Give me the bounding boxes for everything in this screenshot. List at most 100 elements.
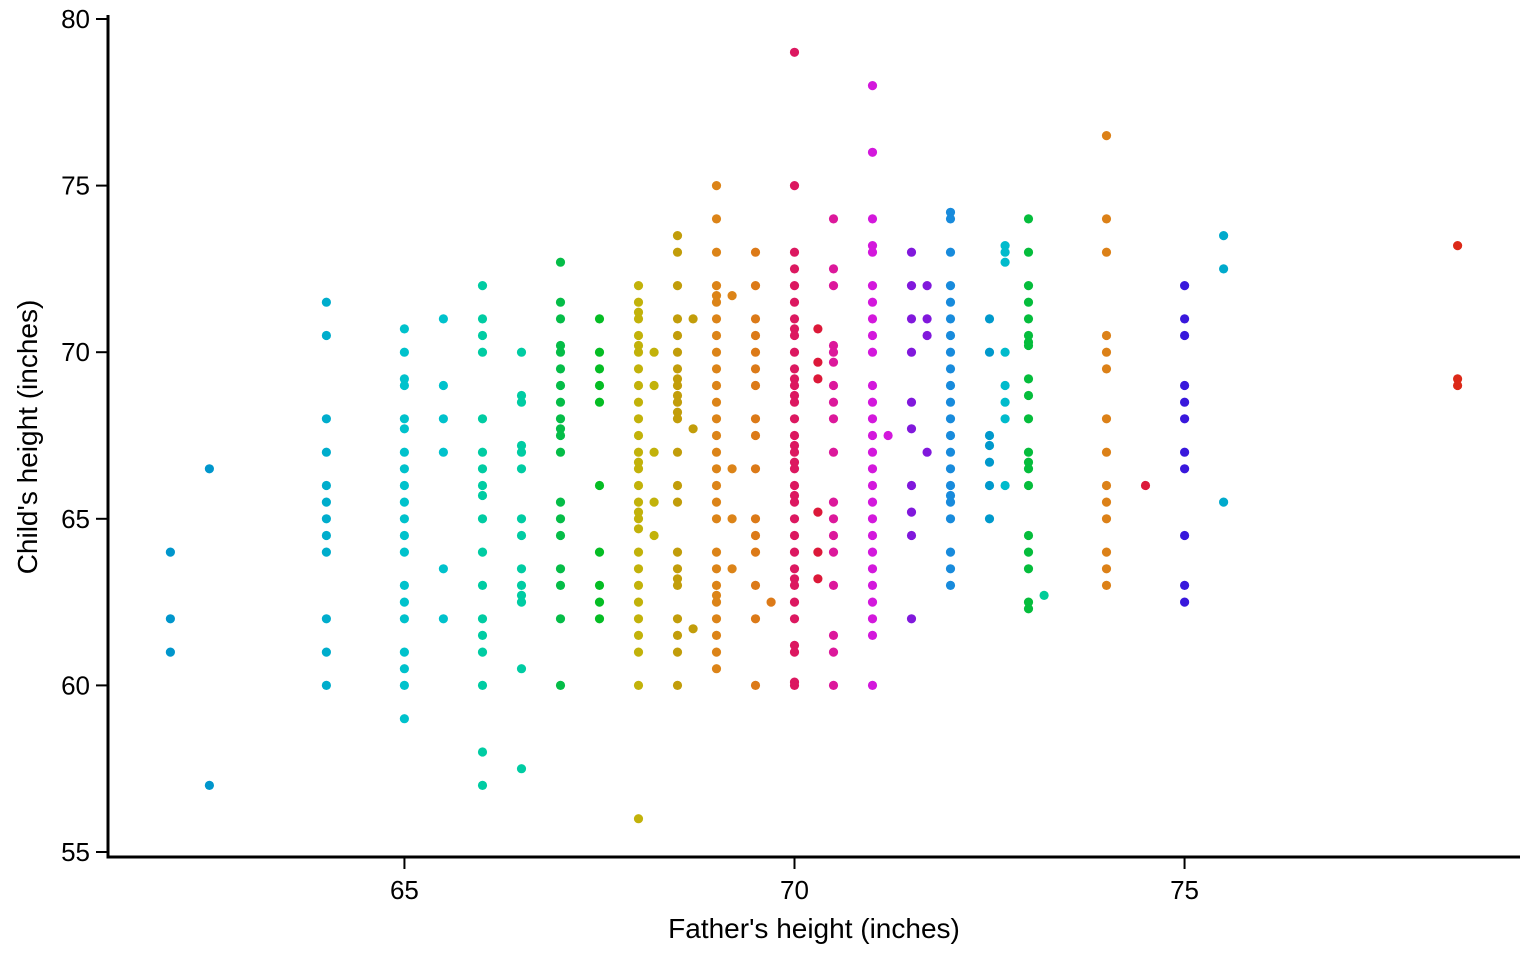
x-tick-label: 65	[390, 875, 419, 905]
data-point	[867, 580, 878, 591]
data-point	[1101, 447, 1112, 457]
data-point	[633, 680, 644, 691]
data-point	[750, 514, 761, 524]
data-point	[1180, 597, 1190, 607]
data-point	[555, 564, 566, 574]
data-point	[594, 480, 605, 491]
data-point	[750, 680, 761, 691]
data-point	[789, 580, 800, 591]
data-point	[1101, 330, 1112, 341]
data-point	[594, 397, 605, 407]
y-tick-label: 70	[61, 337, 90, 367]
data-point	[813, 574, 823, 584]
data-point	[672, 390, 683, 401]
data-point	[789, 330, 800, 341]
data-point	[1023, 247, 1034, 257]
data-point	[711, 281, 722, 291]
data-point	[321, 447, 331, 457]
data-point	[672, 407, 683, 417]
data-point	[789, 414, 800, 424]
y-tick-label: 60	[61, 670, 90, 700]
y-tick-label: 55	[61, 837, 90, 867]
data-point	[750, 547, 761, 557]
data-point	[1180, 281, 1190, 291]
data-point	[711, 597, 722, 607]
data-point	[711, 181, 722, 191]
data-point	[555, 680, 566, 691]
data-point	[438, 614, 448, 624]
data-point	[945, 514, 956, 524]
data-point	[828, 357, 839, 367]
data-point	[672, 364, 683, 374]
data-point	[789, 264, 800, 274]
data-point	[516, 590, 527, 601]
data-point	[1023, 330, 1034, 341]
data-point	[1000, 247, 1010, 257]
data-point	[633, 380, 644, 391]
data-point	[672, 647, 683, 657]
data-point	[633, 281, 644, 291]
data-point	[789, 497, 800, 507]
data-point	[672, 314, 683, 324]
data-point	[555, 580, 566, 591]
data-point	[633, 547, 644, 557]
data-point	[649, 380, 659, 391]
data-point	[555, 364, 566, 374]
data-point	[945, 364, 956, 374]
data-point	[867, 564, 878, 574]
data-point	[1039, 590, 1049, 601]
x-tick-label: 70	[780, 875, 809, 905]
data-point	[1180, 414, 1190, 424]
y-tick-label: 65	[61, 504, 90, 534]
data-point	[1180, 380, 1190, 391]
data-point	[321, 497, 331, 507]
data-point	[984, 480, 995, 491]
data-point	[672, 480, 683, 491]
data-point	[906, 281, 917, 291]
data-point	[555, 447, 566, 457]
data-point	[789, 680, 800, 691]
data-point	[813, 547, 823, 557]
data-point	[477, 480, 488, 491]
data-point	[906, 614, 917, 624]
data-point	[516, 597, 527, 607]
data-point	[906, 247, 917, 257]
points-layer	[165, 47, 1463, 824]
data-point	[711, 447, 722, 457]
data-point	[867, 597, 878, 607]
data-point	[1180, 530, 1190, 541]
data-point	[633, 597, 644, 607]
data-point	[672, 347, 683, 357]
data-point	[633, 307, 644, 317]
data-point	[906, 507, 917, 517]
data-point	[399, 597, 409, 607]
data-point	[984, 514, 995, 524]
data-point	[789, 614, 800, 624]
data-point	[789, 490, 800, 501]
data-point	[633, 614, 644, 624]
data-point	[789, 447, 800, 457]
data-point	[828, 514, 839, 524]
data-point	[711, 647, 722, 657]
data-point	[906, 530, 917, 541]
data-point	[984, 457, 995, 467]
data-point	[789, 397, 800, 407]
data-point	[477, 680, 488, 691]
data-point	[399, 714, 409, 724]
data-point	[727, 564, 737, 574]
data-point	[789, 647, 800, 657]
data-point	[1023, 447, 1034, 457]
data-point	[789, 530, 800, 541]
data-point	[555, 430, 566, 441]
data-point	[399, 680, 409, 691]
data-point	[828, 214, 839, 224]
data-point	[789, 440, 800, 451]
data-point	[984, 440, 995, 451]
data-point	[1101, 547, 1112, 557]
data-point	[672, 614, 683, 624]
data-point	[1101, 347, 1112, 357]
data-point	[633, 397, 644, 407]
data-point	[1101, 247, 1112, 257]
data-point	[633, 364, 644, 374]
data-point	[984, 430, 995, 441]
